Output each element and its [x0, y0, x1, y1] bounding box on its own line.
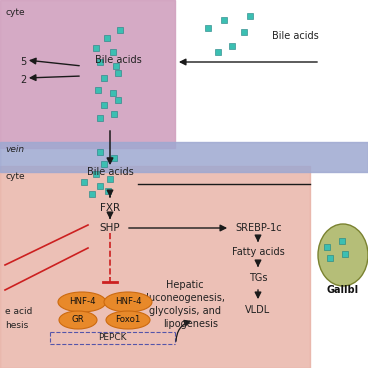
Text: glycolysis, and: glycolysis, and [149, 306, 221, 316]
Point [221, 17, 227, 23]
Point [97, 183, 103, 189]
Text: PEPCK: PEPCK [98, 333, 126, 343]
Text: cyte: cyte [5, 172, 25, 181]
Text: 5: 5 [20, 57, 26, 67]
Point [110, 90, 116, 96]
Point [111, 155, 117, 161]
Point [95, 87, 101, 93]
Point [115, 97, 121, 103]
Ellipse shape [104, 292, 152, 312]
Point [115, 70, 121, 76]
Point [81, 179, 87, 185]
Point [97, 115, 103, 121]
Point [111, 111, 117, 117]
Text: gluconeogenesis,: gluconeogenesis, [141, 293, 226, 303]
Point [324, 244, 330, 250]
Ellipse shape [106, 311, 150, 329]
Bar [0, 166, 310, 368]
Point [97, 59, 103, 65]
Point [93, 171, 99, 177]
Point [113, 63, 119, 69]
Ellipse shape [59, 311, 97, 329]
Text: Hepatic: Hepatic [166, 280, 204, 290]
Point [342, 251, 348, 257]
Text: SHP: SHP [100, 223, 120, 233]
Point [205, 25, 211, 31]
Point [247, 13, 253, 19]
Text: FXR: FXR [100, 203, 120, 213]
Point [101, 161, 107, 167]
Bar [0, 0, 175, 148]
Text: VLDL: VLDL [245, 305, 270, 315]
Text: e acid: e acid [5, 308, 32, 316]
Point [241, 29, 247, 35]
Point [229, 43, 235, 49]
Text: SREBP-1c: SREBP-1c [235, 223, 282, 233]
Text: Foxo1: Foxo1 [115, 315, 141, 325]
Text: 2: 2 [20, 75, 26, 85]
Point [93, 45, 99, 51]
Point [117, 27, 123, 33]
Point [97, 149, 103, 155]
Point [89, 191, 95, 197]
Point [105, 188, 111, 194]
Text: vein: vein [5, 145, 24, 155]
Text: cyte: cyte [5, 8, 25, 17]
Point [101, 102, 107, 108]
Text: Bile acids: Bile acids [95, 55, 141, 65]
Ellipse shape [318, 224, 368, 286]
Text: Bile acids: Bile acids [86, 167, 133, 177]
Text: Bile acids: Bile acids [272, 31, 319, 41]
Point [327, 255, 333, 261]
Text: hesis: hesis [5, 321, 28, 329]
Text: lipogenesis: lipogenesis [163, 319, 219, 329]
Point [107, 176, 113, 182]
Text: Fatty acids: Fatty acids [231, 247, 284, 257]
Point [339, 238, 345, 244]
Text: HNF-4: HNF-4 [69, 297, 95, 307]
Point [101, 75, 107, 81]
Point [110, 49, 116, 55]
Ellipse shape [58, 292, 106, 312]
Text: HNF-4: HNF-4 [115, 297, 141, 307]
Text: Gallbl: Gallbl [327, 285, 359, 295]
Text: TGs: TGs [249, 273, 267, 283]
Bar [0, 142, 368, 172]
Text: GR: GR [72, 315, 84, 325]
Point [215, 49, 221, 55]
Point [104, 35, 110, 41]
